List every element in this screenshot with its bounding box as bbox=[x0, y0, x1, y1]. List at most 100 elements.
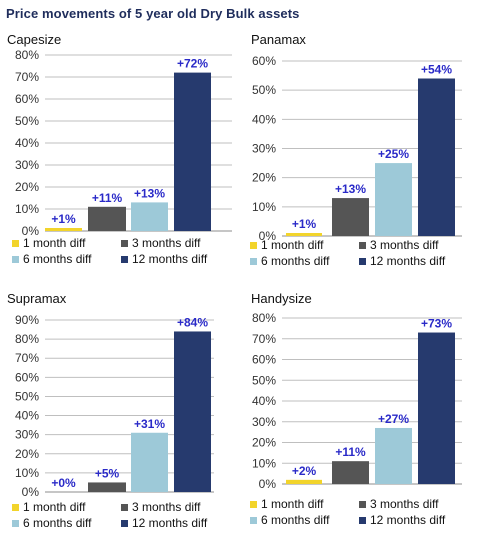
chart-title-1: Panamax bbox=[251, 32, 306, 47]
y-tick-label: 0% bbox=[22, 224, 40, 238]
legend-swatch bbox=[359, 501, 366, 508]
y-tick-label: 70% bbox=[15, 351, 39, 365]
bar-3-months-diff bbox=[332, 198, 369, 236]
bar-3-months-diff bbox=[88, 482, 126, 492]
legend-swatch bbox=[121, 520, 128, 527]
y-tick-label: 10% bbox=[15, 202, 39, 216]
bar-12-months-diff bbox=[418, 78, 455, 236]
data-label: +31% bbox=[134, 417, 165, 431]
bar-12-months-diff bbox=[174, 331, 211, 492]
bar-1-month-diff bbox=[286, 233, 322, 236]
chart-title-0: Capesize bbox=[7, 32, 61, 47]
y-tick-label: 30% bbox=[252, 415, 276, 429]
legend-swatch bbox=[121, 240, 128, 247]
legend-swatch bbox=[121, 504, 128, 511]
y-tick-label: 40% bbox=[252, 112, 276, 126]
bar-3-months-diff bbox=[332, 461, 369, 484]
legend-label: 12 months diff bbox=[132, 252, 208, 266]
y-tick-label: 60% bbox=[15, 370, 39, 384]
chart-title-3: Handysize bbox=[251, 291, 312, 306]
y-tick-label: 50% bbox=[15, 389, 39, 403]
bar-1-month-diff bbox=[286, 479, 322, 484]
data-label: +72% bbox=[177, 57, 208, 71]
legend-label: 3 months diff bbox=[370, 238, 439, 252]
y-tick-label: 0% bbox=[259, 229, 277, 243]
legend-label: 1 month diff bbox=[23, 236, 86, 250]
figure-title: Price movements of 5 year old Dry Bulk a… bbox=[6, 6, 300, 21]
data-label: +1% bbox=[292, 217, 317, 231]
y-tick-label: 10% bbox=[15, 466, 39, 480]
y-tick-label: 60% bbox=[15, 92, 39, 106]
legend-label: 6 months diff bbox=[23, 516, 92, 530]
data-label: +2% bbox=[292, 464, 317, 478]
y-tick-label: 80% bbox=[15, 332, 39, 346]
y-tick-label: 40% bbox=[15, 409, 39, 423]
legend-swatch bbox=[359, 258, 366, 265]
legend-label: 1 month diff bbox=[23, 500, 86, 514]
data-label: +11% bbox=[335, 445, 366, 459]
legend-label: 12 months diff bbox=[370, 254, 446, 268]
bar-12-months-diff bbox=[418, 332, 455, 484]
y-tick-label: 50% bbox=[252, 83, 276, 97]
legend-label: 12 months diff bbox=[132, 516, 208, 530]
data-label: +25% bbox=[378, 147, 409, 161]
y-tick-label: 0% bbox=[22, 485, 40, 499]
legend-swatch bbox=[121, 256, 128, 263]
bar-6-months-diff bbox=[375, 163, 412, 236]
legend-label: 3 months diff bbox=[370, 497, 439, 511]
data-label: +13% bbox=[335, 182, 366, 196]
y-tick-label: 70% bbox=[252, 332, 276, 346]
y-tick-label: 10% bbox=[252, 456, 276, 470]
y-tick-label: 60% bbox=[252, 353, 276, 367]
legend-swatch bbox=[359, 517, 366, 524]
legend-swatch bbox=[12, 520, 19, 527]
data-label: +0% bbox=[51, 476, 76, 490]
bar-12-months-diff bbox=[174, 72, 211, 231]
bar-6-months-diff bbox=[131, 432, 168, 492]
data-label: +13% bbox=[134, 186, 165, 200]
legend-swatch bbox=[250, 501, 257, 508]
legend-swatch bbox=[12, 256, 19, 263]
y-tick-label: 20% bbox=[252, 171, 276, 185]
y-tick-label: 20% bbox=[15, 180, 39, 194]
y-tick-label: 30% bbox=[252, 142, 276, 156]
bar-6-months-diff bbox=[375, 427, 412, 484]
legend-swatch bbox=[250, 242, 257, 249]
y-tick-label: 90% bbox=[15, 313, 39, 327]
y-tick-label: 50% bbox=[252, 373, 276, 387]
y-tick-label: 30% bbox=[15, 158, 39, 172]
legend-swatch bbox=[12, 240, 19, 247]
legend-label: 6 months diff bbox=[261, 254, 330, 268]
data-label: +5% bbox=[95, 466, 120, 480]
chart-title-2: Supramax bbox=[7, 291, 67, 306]
data-label: +73% bbox=[421, 317, 452, 331]
y-tick-label: 80% bbox=[252, 311, 276, 325]
y-tick-label: 20% bbox=[15, 447, 39, 461]
legend-label: 6 months diff bbox=[261, 513, 330, 527]
legend-swatch bbox=[359, 242, 366, 249]
y-tick-label: 10% bbox=[252, 200, 276, 214]
legend-label: 3 months diff bbox=[132, 236, 201, 250]
legend-swatch bbox=[250, 517, 257, 524]
y-tick-label: 0% bbox=[259, 477, 277, 491]
data-label: +27% bbox=[378, 412, 409, 426]
legend-swatch bbox=[12, 504, 19, 511]
data-label: +11% bbox=[92, 191, 123, 205]
y-tick-label: 40% bbox=[252, 394, 276, 408]
bar-6-months-diff bbox=[131, 202, 168, 231]
bar-1-month-diff bbox=[45, 228, 82, 231]
data-label: +84% bbox=[177, 315, 208, 329]
y-tick-label: 30% bbox=[15, 428, 39, 442]
y-tick-label: 40% bbox=[15, 136, 39, 150]
y-tick-label: 20% bbox=[252, 436, 276, 450]
legend-label: 12 months diff bbox=[370, 513, 446, 527]
legend-label: 1 month diff bbox=[261, 238, 324, 252]
legend-label: 3 months diff bbox=[132, 500, 201, 514]
data-label: +54% bbox=[421, 63, 452, 77]
legend-label: 6 months diff bbox=[23, 252, 92, 266]
y-tick-label: 60% bbox=[252, 54, 276, 68]
y-tick-label: 50% bbox=[15, 114, 39, 128]
legend-label: 1 month diff bbox=[261, 497, 324, 511]
bar-3-months-diff bbox=[88, 206, 126, 231]
